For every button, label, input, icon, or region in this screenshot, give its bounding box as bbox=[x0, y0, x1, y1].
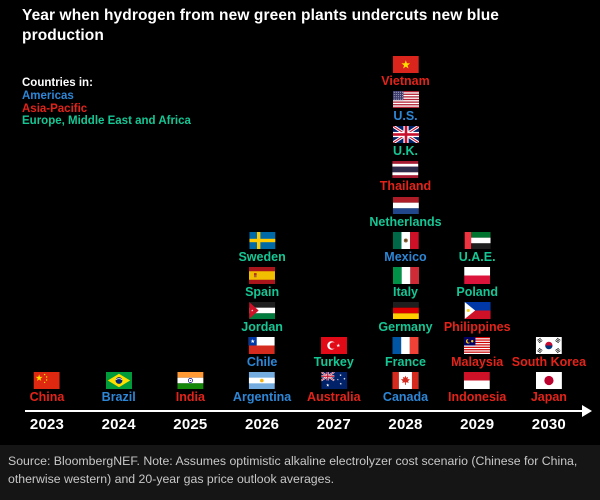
flag-thailand-icon bbox=[392, 161, 419, 179]
x-axis-tick-2026: 2026 bbox=[245, 416, 280, 433]
flag-australia-icon bbox=[320, 372, 347, 389]
flag-poland-icon bbox=[464, 266, 491, 284]
country-label-thailand: Thailand bbox=[379, 179, 432, 194]
country-label-u-a-e: U.A.E. bbox=[458, 249, 496, 264]
flag-japan-icon bbox=[535, 372, 562, 389]
country-entry-sweden: Sweden bbox=[238, 231, 286, 264]
country-label-jordan: Jordan bbox=[241, 319, 283, 334]
x-axis-tick-2029: 2029 bbox=[460, 416, 495, 433]
country-label-italy: Italy bbox=[392, 284, 418, 299]
country-label-south-korea: South Korea bbox=[511, 354, 587, 369]
country-entry-philippines: Philippines bbox=[443, 301, 511, 334]
country-entry-brazil: Brazil bbox=[102, 372, 136, 404]
country-label-vietnam: Vietnam bbox=[381, 74, 430, 89]
country-entry-chile: Chile bbox=[246, 336, 278, 369]
flag-philippines-icon bbox=[464, 301, 491, 319]
flag-chile-icon bbox=[249, 336, 276, 354]
country-entry-indonesia: Indonesia bbox=[448, 372, 506, 404]
country-label-chile: Chile bbox=[246, 354, 278, 369]
legend-item-americas: Americas bbox=[22, 89, 74, 102]
x-axis-arrow-icon bbox=[582, 405, 592, 417]
country-entry-italy: Italy bbox=[392, 266, 419, 299]
flag-turkey-icon bbox=[320, 336, 347, 354]
flag-mexico-icon bbox=[392, 231, 419, 249]
flag-sweden-icon bbox=[249, 231, 276, 249]
country-entry-south-korea: South Korea bbox=[511, 336, 587, 369]
country-label-china: China bbox=[29, 390, 65, 404]
x-axis-tick-2025: 2025 bbox=[173, 416, 208, 433]
chart-title: Year when hydrogen from new green plants… bbox=[22, 7, 500, 45]
country-entry-japan: Japan bbox=[531, 372, 567, 404]
country-entry-jordan: Jordan bbox=[241, 301, 283, 334]
flag-u-a-e-icon bbox=[464, 231, 491, 249]
flag-south-korea-icon bbox=[535, 336, 562, 354]
flag-malaysia-icon bbox=[464, 336, 491, 354]
x-axis-tick-2024: 2024 bbox=[101, 416, 136, 433]
country-label-germany: Germany bbox=[378, 319, 433, 334]
country-entry-china: China bbox=[29, 372, 65, 404]
country-label-spain: Spain bbox=[245, 284, 280, 299]
flag-france-icon bbox=[392, 336, 419, 354]
country-label-japan: Japan bbox=[530, 390, 567, 404]
country-entry-u-a-e: U.A.E. bbox=[458, 231, 496, 264]
country-label-u-s: U.S. bbox=[393, 109, 418, 124]
flag-china-icon bbox=[33, 372, 60, 389]
country-entry-canada: Canada bbox=[383, 372, 428, 404]
flag-germany-icon bbox=[392, 301, 419, 319]
region-legend: Countries in: Americas Asia-Pacific Euro… bbox=[22, 77, 191, 128]
country-entry-india: India bbox=[176, 372, 205, 404]
flag-argentina-icon bbox=[249, 372, 276, 389]
country-entry-spain: Spain bbox=[245, 266, 280, 299]
country-entry-germany: Germany bbox=[378, 301, 433, 334]
x-axis-tick-2030: 2030 bbox=[531, 416, 566, 433]
legend-item-emea: Europe, Middle East and Africa bbox=[22, 115, 191, 128]
country-label-brazil: Brazil bbox=[101, 390, 136, 404]
flag-canada-icon bbox=[392, 372, 419, 389]
country-label-poland: Poland bbox=[456, 284, 499, 299]
country-entry-argentina: Argentina bbox=[233, 372, 291, 404]
country-label-sweden: Sweden bbox=[238, 249, 286, 264]
country-entry-mexico: Mexico bbox=[384, 231, 427, 264]
country-label-india: India bbox=[175, 390, 205, 404]
country-label-argentina: Argentina bbox=[232, 390, 292, 404]
country-label-u-k: U.K. bbox=[393, 144, 418, 159]
country-entry-u-k: U.K. bbox=[392, 126, 419, 159]
flag-indonesia-icon bbox=[464, 372, 491, 389]
flag-spain-icon bbox=[249, 266, 276, 284]
country-entry-u-s: U.S. bbox=[392, 91, 419, 124]
flag-u-s-icon bbox=[392, 91, 419, 109]
country-label-turkey: Turkey bbox=[313, 354, 354, 369]
flag-brazil-icon bbox=[105, 372, 132, 389]
country-entry-poland: Poland bbox=[456, 266, 499, 299]
source-note: Source: BloombergNEF. Note: Assumes opti… bbox=[0, 445, 600, 500]
country-label-mexico: Mexico bbox=[384, 249, 427, 264]
country-entry-france: France bbox=[385, 336, 426, 369]
x-axis-tick-2028: 2028 bbox=[388, 416, 423, 433]
country-entry-australia: Australia bbox=[307, 372, 361, 404]
country-label-australia: Australia bbox=[307, 390, 361, 404]
flag-jordan-icon bbox=[249, 301, 276, 319]
country-label-canada: Canada bbox=[382, 390, 429, 404]
country-label-indonesia: Indonesia bbox=[448, 390, 507, 404]
country-label-philippines: Philippines bbox=[443, 319, 511, 334]
country-label-netherlands: Netherlands bbox=[369, 214, 442, 229]
flag-netherlands-icon bbox=[392, 196, 419, 214]
country-label-malaysia: Malaysia bbox=[451, 354, 504, 369]
flag-u-k-icon bbox=[392, 126, 419, 144]
flag-vietnam-icon bbox=[392, 56, 419, 74]
legend-item-asia-pacific: Asia-Pacific bbox=[22, 102, 88, 115]
flag-india-icon bbox=[177, 372, 204, 389]
x-axis-tick-2027: 2027 bbox=[316, 416, 351, 433]
flag-italy-icon bbox=[392, 266, 419, 284]
x-axis-line bbox=[25, 410, 583, 412]
country-entry-malaysia: Malaysia bbox=[451, 336, 504, 369]
country-label-france: France bbox=[385, 354, 426, 369]
x-axis-tick-2023: 2023 bbox=[29, 416, 65, 433]
legend-heading: Countries in: bbox=[22, 77, 93, 89]
country-entry-vietnam: Vietnam bbox=[381, 56, 430, 89]
country-entry-turkey: Turkey bbox=[313, 336, 354, 369]
country-entry-netherlands: Netherlands bbox=[369, 196, 442, 229]
country-entry-thailand: Thailand bbox=[380, 161, 431, 193]
